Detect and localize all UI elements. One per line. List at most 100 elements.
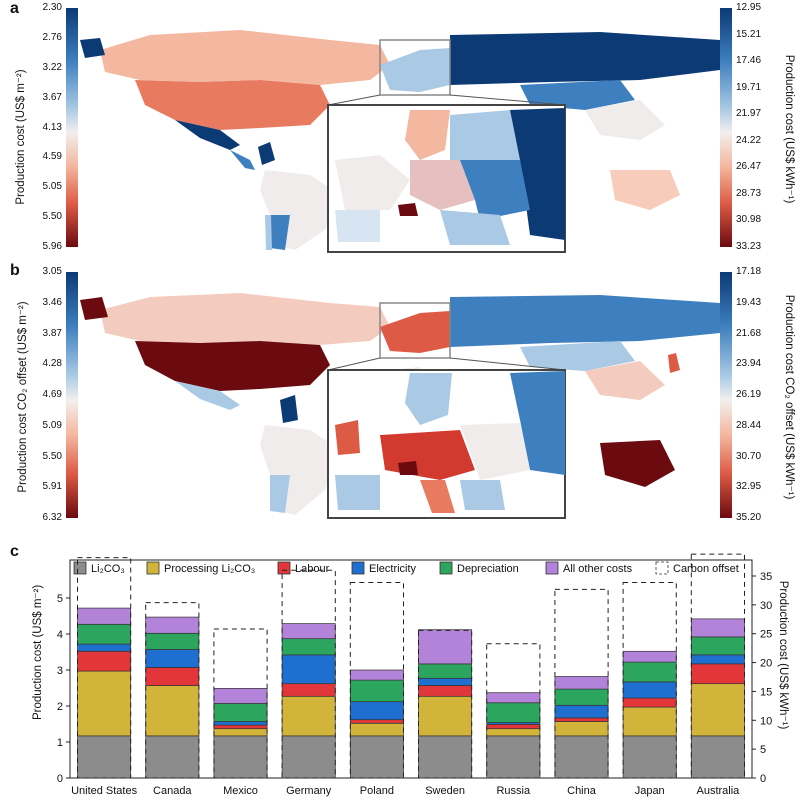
map-a-china — [585, 100, 665, 140]
panel-b-letter: b — [10, 262, 20, 279]
panel-b-right-tick: 32.95 — [736, 481, 762, 493]
panel-a-right-tick: 28.73 — [736, 187, 762, 199]
inset-b-eastern-europe — [460, 423, 530, 480]
bar-segment — [145, 667, 200, 686]
carbon-offset-outline — [486, 643, 541, 779]
legend-swatch — [73, 561, 87, 575]
inset-a-iberia — [335, 210, 380, 242]
bar-segment — [281, 638, 336, 656]
bar-segment — [281, 654, 336, 685]
map-b-europe-highlight-box — [379, 302, 451, 359]
bar-segment — [622, 735, 677, 779]
category-label: Sweden — [425, 785, 465, 797]
bar-segment — [349, 669, 404, 681]
bar-segment — [77, 607, 132, 625]
legend-label: Processing Li₂CO₃ — [164, 563, 255, 575]
panel-c-bar-chart: Li₂CO₃ Processing Li₂CO₃ Labour Electricity… — [57, 553, 772, 797]
legend-swatch — [439, 561, 453, 575]
panel-a-left-tick: 5.05 — [42, 181, 62, 193]
panel-b-left-tick: 3.87 — [42, 327, 62, 339]
panel-a-right-tick: 33.23 — [736, 241, 762, 252]
bar-segment — [486, 735, 541, 779]
bar-segment — [77, 670, 132, 737]
panel-c-axes: 0 1 2 3 4 5 0 5 10 15 20 25 30 35 — [57, 559, 772, 785]
panel-c-y-tick-label: 4 — [57, 629, 63, 641]
panel-b-right-tick: 19.43 — [736, 296, 762, 308]
bar-segment — [554, 688, 609, 706]
inset-b-balkans — [460, 480, 505, 510]
bar-segment — [281, 623, 336, 640]
panel-a-right-colorbar — [720, 8, 732, 247]
panel-a-left-tick: 5.96 — [42, 241, 62, 252]
bar-segment — [418, 663, 473, 679]
category-label: Australia — [697, 785, 741, 797]
bar-segment — [349, 719, 404, 724]
bar-segment — [77, 735, 132, 779]
panel-a-right-tick: 26.47 — [736, 161, 762, 173]
carbon-offset-outline — [690, 553, 745, 779]
bar-segment — [554, 717, 609, 722]
panel-b-left-tick: 4.28 — [42, 358, 62, 370]
panel-c-letter: c — [10, 543, 19, 560]
bar-segment — [145, 685, 200, 737]
map-a-usa — [135, 80, 330, 130]
panel-b-left-tick: 6.32 — [42, 512, 62, 523]
category-label: China — [567, 785, 597, 797]
panel-c-plot-frame — [69, 559, 753, 779]
legend-label: Li₂CO₃ — [91, 563, 125, 575]
bar-segment — [349, 679, 404, 703]
bar-segment — [213, 735, 268, 779]
carbon-offset-outline — [622, 582, 677, 779]
bar-segment — [281, 683, 336, 697]
bar-segment — [349, 735, 404, 779]
bar-segment — [486, 702, 541, 723]
panel-b-right-tick: 17.18 — [736, 266, 762, 277]
inset-a-balkans — [440, 210, 510, 245]
map-a-europe-highlight-box — [379, 39, 451, 96]
bar-segment — [145, 616, 200, 634]
map-a-argentina — [270, 215, 290, 250]
category-label: United States — [71, 785, 138, 797]
panel-b-right-axis-label: Production cost CO₂ offset (US$ kWh⁻¹) — [783, 294, 795, 500]
legend-label: Labour — [295, 563, 330, 575]
inset-a-russia — [510, 108, 565, 240]
panel-a-right-tick: 30.98 — [736, 214, 762, 226]
map-b-china — [585, 361, 665, 400]
inset-b-switzerland — [398, 461, 418, 475]
inset-a-central-europe — [410, 160, 475, 210]
map-a-canada — [100, 30, 390, 85]
panel-c-y-tick-label: 0 — [57, 773, 63, 785]
map-a-alaska — [80, 38, 105, 58]
bar-segment — [554, 676, 609, 690]
bar-segment — [554, 704, 609, 719]
panel-b-left-tick: 5.50 — [42, 450, 62, 462]
panel-b-right-tick: 26.19 — [736, 389, 762, 400]
legend-label: Depreciation — [457, 563, 519, 575]
map-b-usa — [135, 341, 330, 391]
panel-a-left-axis-label: Production cost (US$ m⁻²) — [15, 69, 27, 205]
map-b-caribbean — [280, 395, 298, 423]
panel-a-left-tick: 5.50 — [42, 211, 62, 223]
panel-a-letter: a — [10, 0, 19, 17]
panel-a-right-axis-label: Production cost (US$ kWh⁻¹) — [783, 54, 795, 204]
panel-a-world-map — [80, 30, 720, 253]
category-label: Germany — [286, 785, 332, 797]
map-b-central-asia — [520, 341, 635, 371]
bar-segment — [349, 722, 404, 737]
carbon-offset-outline — [145, 602, 200, 779]
inset-a-baltic-east — [450, 110, 520, 175]
panel-b-right-tick: 28.44 — [736, 419, 762, 431]
panel-c-y2-tick-label: 25 — [760, 629, 772, 641]
map-a-russia — [450, 32, 720, 85]
carbon-offset-outline — [418, 629, 473, 779]
bar-segment — [418, 735, 473, 779]
carbon-offset-outline — [554, 588, 609, 779]
bar-segment — [690, 663, 745, 685]
panel-c-category-labels: United States Canada Mexico Germany Poland Sw… — [71, 785, 740, 797]
bar-segment — [77, 623, 132, 645]
panel-a-left-colorbar — [66, 8, 78, 247]
inset-b-uk — [335, 420, 360, 455]
panel-c-y2-tick-label: 15 — [760, 686, 772, 698]
panel-b-right-tick: 23.94 — [736, 358, 762, 370]
panel-a-right-tick: 12.95 — [736, 2, 762, 13]
